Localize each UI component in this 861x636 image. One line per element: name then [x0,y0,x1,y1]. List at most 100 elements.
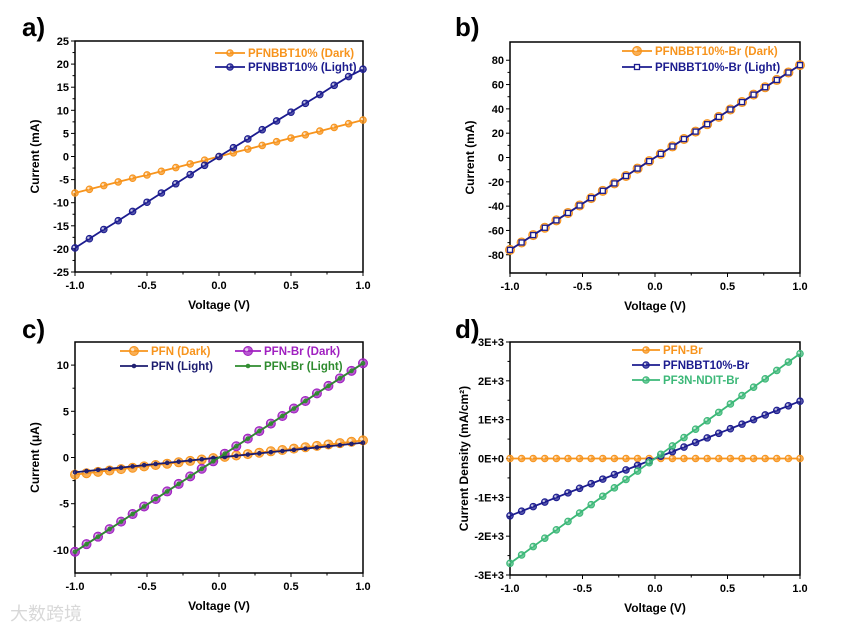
y-tick-label: -20 [488,177,504,189]
data-point [229,143,238,152]
data-point-highlight [705,435,708,439]
data-point [552,493,561,502]
data-point [588,194,595,202]
data-point-highlight [681,456,685,459]
y-tick-label: 40 [492,104,504,116]
data-point-highlight [670,449,673,452]
data-point-highlight [317,128,320,132]
data-point [622,466,630,474]
y-tick-label: -5 [59,499,69,511]
data-point-highlight [716,410,719,413]
data-point [773,406,781,415]
x-tick-label: 0.5 [283,581,298,593]
legend-marker [633,63,641,71]
y-tick-label: -60 [488,225,504,237]
data-point-highlight [728,426,731,429]
data-point-highlight [116,179,119,183]
data-point-highlight [288,135,292,139]
data-point [796,61,804,69]
series-pfnbbt10-dark- [71,116,367,197]
data-point [128,174,137,183]
data-point-highlight [101,183,104,186]
legend-marker [245,363,251,369]
x-tick-label: 1.0 [792,281,807,293]
chart-panel-c: c) -1.0 -0.5 0.0 0.5 1.0 -10 -5 0 5 10 Voltage (V) C… [22,314,371,613]
data-point [634,165,641,172]
data-point-highlight [260,143,263,146]
data-point [517,507,526,515]
data-point [610,484,619,492]
data-point [796,454,804,463]
data-point [72,469,78,475]
y-tick-label: 10 [57,105,69,117]
data-point [301,99,310,108]
data-point-highlight [159,190,162,194]
y-tick-label: 20 [57,59,69,71]
x-axis-label: Voltage (V) [188,298,250,312]
data-point-highlight [600,494,603,497]
data-point-highlight [565,456,569,459]
data-point-highlight [542,536,545,539]
data-point-highlight [542,499,545,503]
data-point-highlight [245,146,248,150]
data-point [552,525,561,534]
y-tick-label: 0E+0 [478,454,504,466]
data-point [599,187,606,194]
data-point [287,108,295,116]
data-point [715,429,723,438]
data-point [330,123,339,132]
data-point [622,475,630,484]
data-point [200,161,209,170]
series-line [74,362,364,553]
legend-label: PFNBBT10%-Br [663,360,750,372]
data-point [796,397,804,406]
y-tick-label: -15 [53,221,69,233]
data-point [761,411,770,419]
data-point-highlight [216,154,220,157]
data-point-highlight [531,504,534,507]
series-pf3n-ndit-br [506,349,804,568]
data-point-highlight [116,218,119,221]
y-axis-label: Current (μA) [28,422,42,493]
data-point [646,157,653,165]
legend-entry: PF3N-NDIT-Br [632,375,740,387]
data-point-highlight [325,441,329,445]
data-point-highlight [728,456,731,459]
data-point-highlight [635,456,638,459]
data-point [199,466,205,472]
legend-marker [642,376,650,384]
legend-label: PFN-Br [663,345,703,357]
data-point [245,452,251,457]
y-tick-label: 60 [492,80,504,92]
data-point [186,160,194,168]
y-tick-label: -10 [53,198,69,210]
data-point [258,141,267,150]
x-tick-label: -0.5 [138,581,157,593]
data-point [738,420,746,428]
data-point [703,454,712,463]
data-point [738,391,746,400]
data-point [541,534,549,542]
data-point [326,443,331,449]
data-point [359,65,367,73]
data-point [245,436,251,441]
data-point [258,125,267,134]
data-point [587,454,596,463]
legend-entry: PFNBBT10%-Br [632,360,750,372]
data-point [176,481,181,487]
data-point [575,454,584,463]
data-point-highlight [705,456,708,459]
legend-marker-highlight [643,377,647,381]
data-point-highlight [589,481,592,484]
chart-panel-b: b) -1.0 -0.5 0.0 0.5 1.0 -80 -60 -40 -20 0 20 40 60 80… [455,12,808,313]
data-point-highlight [739,421,743,425]
data-point [575,484,584,493]
data-point-highlight [612,485,615,489]
legend-entry: PFNBBT10% (Light) [215,62,357,74]
y-tick-label: 2E+3 [478,376,504,388]
y-tick-label: -25 [53,267,69,279]
legend-marker-highlight [643,362,647,366]
data-point-highlight [202,158,205,161]
data-point [280,448,285,454]
